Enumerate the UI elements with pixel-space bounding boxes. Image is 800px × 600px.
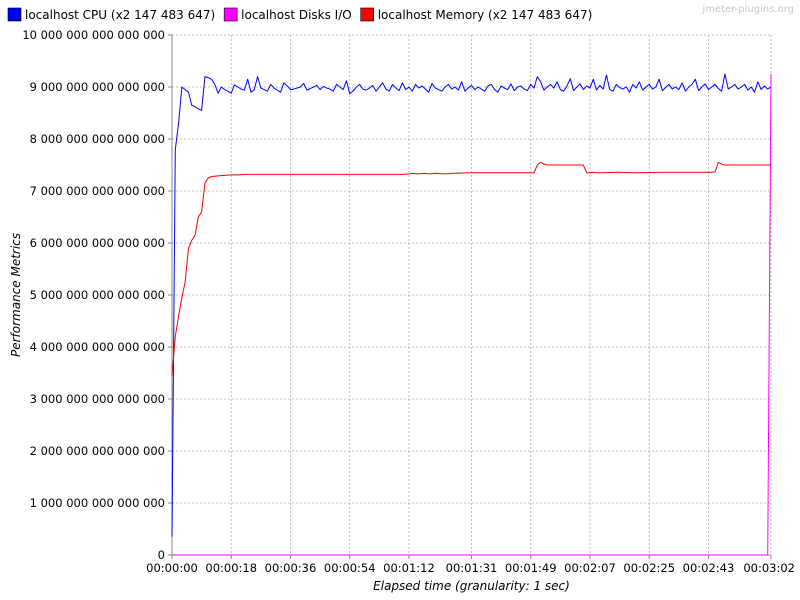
legend-swatch-2 [360,7,375,22]
series-line-1 [172,73,772,556]
series-line-2 [171,161,771,376]
y-tick-label-9: 9 000 000 000 000 000 [30,80,165,94]
grid-lines [172,34,772,555]
x-tick-label-5: 00:01:31 [446,561,498,575]
y-tick-label-8: 8 000 000 000 000 000 [30,132,165,146]
legend-label-0: localhost CPU (x2 147 483 647) [25,8,215,22]
y-tick-label-10: 10 000 000 000 000 000 [22,28,165,42]
series-line-0 [171,73,772,537]
x-tick-label-7: 00:02:07 [564,561,616,575]
series-layer [171,73,772,556]
legend-swatch-0 [7,7,22,22]
y-tick-label-7: 7 000 000 000 000 000 [30,184,165,198]
x-tick-label-9: 00:02:43 [683,561,735,575]
x-tick-label-1: 00:00:18 [205,561,257,575]
y-axis: 0 1 000 000 000 000 000 2 000 000 000 000 … [22,28,173,562]
y-tick-label-5: 5 000 000 000 000 000 [30,288,165,302]
watermark-text: jmeter-plugins.org [701,4,794,15]
x-tick-label-0: 00:00:00 [146,561,198,575]
y-tick-label-4: 4 000 000 000 000 000 [30,340,165,354]
y-tick-label-3: 3 000 000 000 000 000 [30,392,165,406]
y-tick-label-0: 0 [158,548,165,562]
y-tick-label-1: 1 000 000 000 000 000 [30,496,165,510]
y-axis-title: Performance Metrics [9,233,23,357]
x-tick-label-4: 00:01:12 [383,561,435,575]
x-tick-label-3: 00:00:54 [324,561,376,575]
legend-label-2: localhost Memory (x2 147 483 647) [378,8,593,22]
x-axis: 00:00:00 00:00:18 00:00:36 00:00:54 00:01:12… [146,554,795,575]
legend-swatch-1 [223,7,238,22]
y-tick-label-6: 6 000 000 000 000 000 [30,236,165,250]
x-axis-title: Elapsed time (granularity: 1 sec) [373,579,570,593]
x-tick-label-6: 00:01:49 [505,561,557,575]
x-tick-label-8: 00:02:25 [623,561,675,575]
legend: localhost CPU (x2 147 483 647) localhost … [7,7,593,22]
x-tick-label-10: 00:03:02 [743,561,795,575]
legend-label-1: localhost Disks I/O [241,8,352,22]
y-tick-label-2: 2 000 000 000 000 000 [30,444,165,458]
x-tick-label-2: 00:00:36 [265,561,317,575]
